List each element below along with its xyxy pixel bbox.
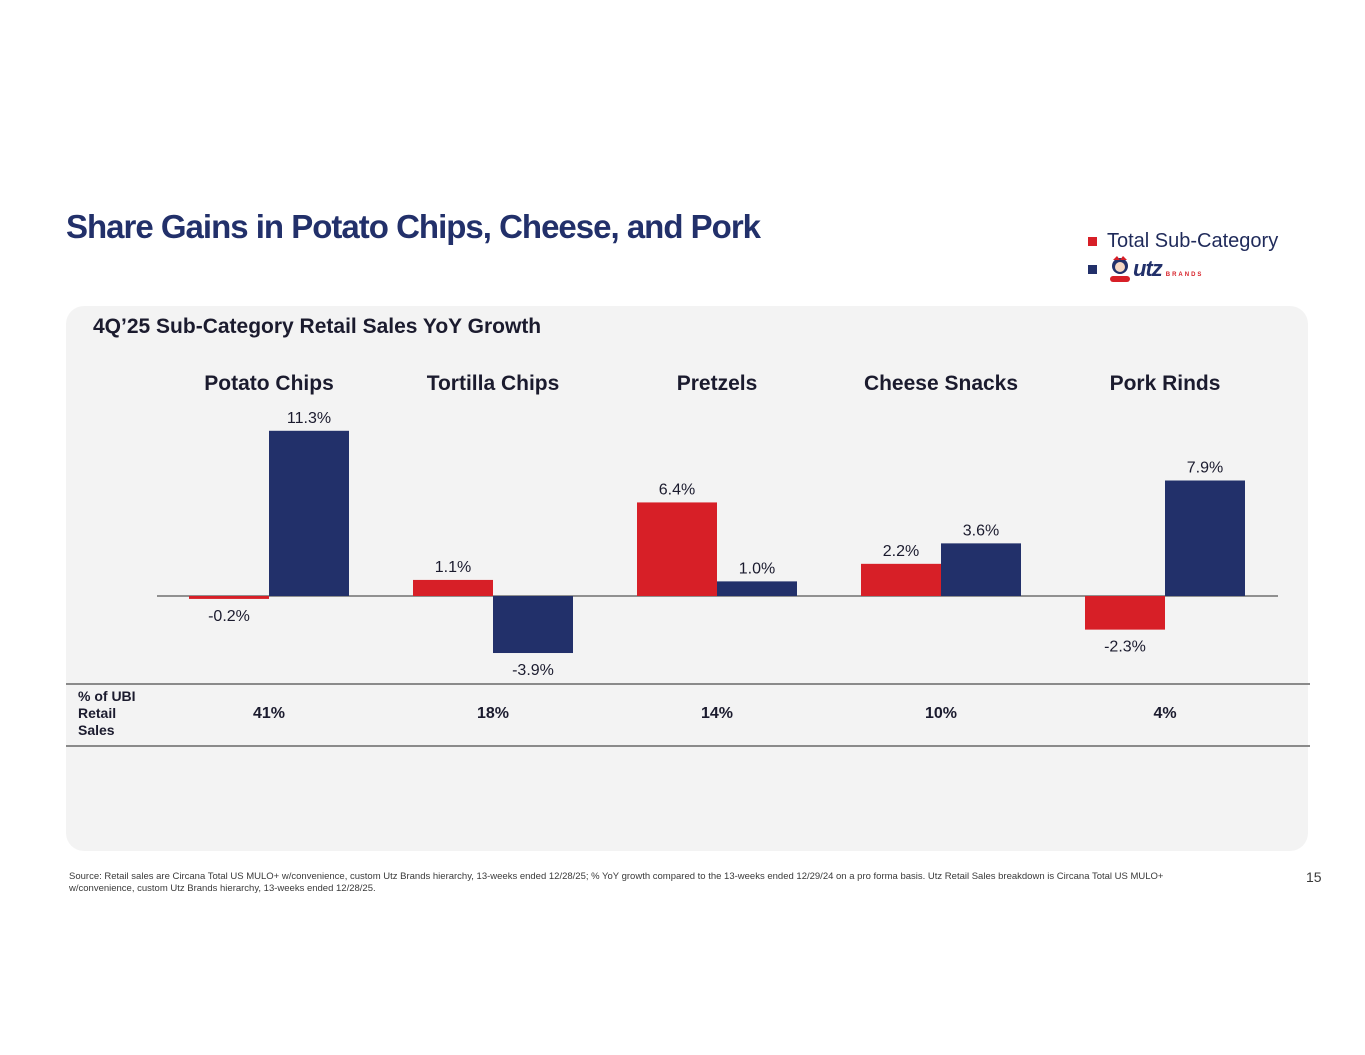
legend-item-total: Total Sub-Category	[1088, 227, 1278, 255]
bar-utz-brands	[269, 430, 349, 596]
legend-swatch-total	[1088, 236, 1097, 246]
data-label: -3.9%	[512, 662, 554, 679]
data-label: 6.4%	[659, 481, 695, 498]
category-label: Tortilla Chips	[426, 372, 560, 395]
bar-utz-brands	[493, 596, 573, 654]
bar-utz-brands	[1165, 480, 1245, 596]
legend-label-total: Total Sub-Category	[1107, 229, 1279, 252]
share-row-top-divider	[66, 683, 1310, 685]
data-label: 3.6%	[963, 522, 999, 539]
page-number: 15	[1306, 869, 1322, 885]
category-label: Potato Chips	[204, 372, 334, 395]
bar-utz-brands	[941, 543, 1021, 596]
legend: Total Sub-Category utz BRANDS	[1088, 227, 1278, 283]
share-value: 41%	[252, 705, 286, 722]
bar-total-sub-category	[861, 563, 941, 596]
share-value: 4%	[1153, 705, 1177, 722]
source-footnote: Source: Retail sales are Circana Total U…	[69, 871, 1164, 894]
bar-total-sub-category	[1085, 596, 1165, 630]
utz-logo-word: utz	[1133, 256, 1163, 281]
utz-brands-logo: utz BRANDS	[1107, 254, 1203, 284]
share-row-bottom-divider	[66, 745, 1310, 747]
data-label: 11.3%	[287, 410, 331, 427]
bar-total-sub-category	[413, 579, 493, 596]
page-title: Share Gains in Potato Chips, Cheese, and…	[66, 208, 761, 245]
legend-item-utz: utz BRANDS	[1088, 255, 1278, 283]
data-label: 2.2%	[883, 543, 919, 560]
utz-logo-sub: BRANDS	[1165, 272, 1204, 278]
data-label: 1.0%	[739, 560, 775, 577]
legend-swatch-utz	[1088, 264, 1097, 274]
category-label: Pork Rinds	[1109, 372, 1221, 395]
utz-mascot-icon	[1110, 256, 1130, 282]
data-label: -0.2%	[208, 608, 250, 625]
category-label: Pretzels	[676, 372, 758, 395]
chart-title: 4Q’25 Sub-Category Retail Sales YoY Grow…	[93, 315, 542, 338]
bar-utz-brands	[717, 581, 797, 596]
share-row-label: % of UBI Retail Sales	[78, 688, 136, 738]
bar-total-sub-category	[189, 596, 269, 599]
share-value: 10%	[924, 705, 958, 722]
bar-total-sub-category	[637, 502, 717, 596]
share-value: 18%	[476, 705, 510, 722]
category-label: Cheese Snacks	[863, 372, 1019, 395]
share-value: 14%	[700, 705, 734, 722]
data-label: 1.1%	[435, 559, 471, 576]
data-label: 7.9%	[1187, 460, 1223, 477]
data-label: -2.3%	[1104, 639, 1146, 656]
